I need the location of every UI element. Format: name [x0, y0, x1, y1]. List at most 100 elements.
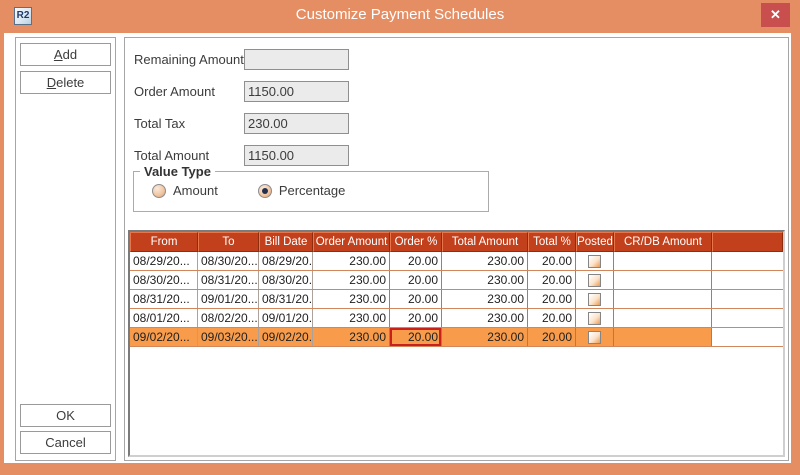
cell-order-amount[interactable]: 230.00 [313, 252, 390, 270]
cell-total-amount[interactable]: 230.00 [442, 252, 528, 270]
cell-filler [712, 290, 783, 308]
add-button[interactable]: Add [20, 43, 111, 66]
cell-from[interactable]: 08/31/20... [130, 290, 198, 308]
table-row[interactable]: 08/29/20...08/30/20...08/29/20...230.002… [130, 252, 783, 271]
posted-checkbox[interactable] [588, 254, 601, 268]
cell-to[interactable]: 08/02/20... [198, 309, 259, 327]
grid-header-row: From To Bill Date Order Amount Order % Total … [130, 232, 783, 252]
posted-checkbox[interactable] [588, 330, 601, 344]
cell-order-pct[interactable]: 20.00 [390, 309, 442, 327]
radio-amount[interactable]: Amount [152, 183, 218, 198]
remaining-amount-field[interactable] [244, 49, 349, 70]
value-type-legend: Value Type [140, 164, 215, 179]
radio-percentage-label: Percentage [278, 183, 346, 198]
cell-to[interactable]: 09/01/20... [198, 290, 259, 308]
cell-from[interactable]: 08/01/20... [130, 309, 198, 327]
cell-crdb-amount[interactable] [614, 309, 712, 327]
table-row[interactable]: 08/31/20...09/01/20...08/31/20...230.002… [130, 290, 783, 309]
order-amount-label: Order Amount [134, 84, 215, 99]
cell-order-amount[interactable]: 230.00 [313, 271, 390, 289]
delete-button[interactable]: Delete [20, 71, 111, 94]
radio-percentage-icon [257, 183, 272, 198]
ok-button[interactable]: OK [20, 404, 111, 427]
column-header-total-amount[interactable]: Total Amount [442, 232, 528, 252]
table-row[interactable]: 08/30/20...08/31/20...08/30/20...230.002… [130, 271, 783, 290]
cell-from[interactable]: 08/29/20... [130, 252, 198, 270]
cell-posted[interactable] [576, 328, 614, 346]
cell-order-amount[interactable]: 230.00 [313, 290, 390, 308]
cell-order-pct[interactable]: 20.00 [390, 271, 442, 289]
cell-bill-date[interactable]: 09/02/20... [259, 328, 313, 346]
radio-amount-icon [152, 183, 166, 198]
column-header-order-pct[interactable]: Order % [390, 232, 442, 252]
cell-order-pct[interactable]: 20.00 [390, 328, 442, 346]
cell-bill-date[interactable]: 08/30/20... [259, 271, 313, 289]
cell-crdb-amount[interactable] [614, 328, 712, 346]
posted-checkbox[interactable] [588, 292, 601, 306]
total-amount-field[interactable] [244, 145, 349, 166]
schedule-grid: From To Bill Date Order Amount Order % Total … [128, 230, 785, 457]
cell-from[interactable]: 09/02/20... [130, 328, 198, 346]
cell-posted[interactable] [576, 290, 614, 308]
column-header-from[interactable]: From [130, 232, 198, 252]
title-bar: R2 Customize Payment Schedules ✕ [0, 0, 800, 33]
total-amount-label: Total Amount [134, 148, 210, 163]
cell-posted[interactable] [576, 252, 614, 270]
cell-bill-date[interactable]: 09/01/20... [259, 309, 313, 327]
cell-filler [712, 328, 783, 346]
sidebar-panel: Add Delete OK Cancel [15, 37, 116, 461]
cell-bill-date[interactable]: 08/29/20... [259, 252, 313, 270]
app-logo-icon: R2 [14, 7, 32, 25]
cell-order-pct[interactable]: 20.00 [390, 290, 442, 308]
cell-crdb-amount[interactable] [614, 290, 712, 308]
radio-amount-label: Amount [173, 183, 218, 198]
total-tax-field[interactable] [244, 113, 349, 134]
window-title: Customize Payment Schedules [295, 6, 505, 23]
dialog-content: Add Delete OK Cancel Remaining Amount Or… [4, 33, 791, 463]
cell-to[interactable]: 08/30/20... [198, 252, 259, 270]
close-icon[interactable]: ✕ [761, 3, 790, 27]
cell-to[interactable]: 09/03/20... [198, 328, 259, 346]
order-amount-field[interactable] [244, 81, 349, 102]
cell-posted[interactable] [576, 271, 614, 289]
cell-total-pct[interactable]: 20.00 [528, 271, 576, 289]
cell-to[interactable]: 08/31/20... [198, 271, 259, 289]
cell-crdb-amount[interactable] [614, 271, 712, 289]
cell-total-pct[interactable]: 20.00 [528, 328, 576, 346]
value-type-options: Amount Percentage [152, 183, 345, 198]
cell-order-amount[interactable]: 230.00 [313, 309, 390, 327]
cell-total-pct[interactable]: 20.00 [528, 290, 576, 308]
cell-total-pct[interactable]: 20.00 [528, 309, 576, 327]
cell-filler [712, 309, 783, 327]
remaining-amount-label: Remaining Amount [134, 52, 244, 67]
cell-filler [712, 252, 783, 270]
column-header-posted[interactable]: Posted [576, 232, 614, 252]
table-row[interactable]: 09/02/20...09/03/20...09/02/20...230.002… [130, 328, 783, 347]
grid-body: 08/29/20...08/30/20...08/29/20...230.002… [130, 252, 783, 347]
radio-percentage[interactable]: Percentage [257, 183, 346, 198]
column-header-to[interactable]: To [198, 232, 259, 252]
column-header-total-pct[interactable]: Total % [528, 232, 576, 252]
cell-total-amount[interactable]: 230.00 [442, 328, 528, 346]
table-row[interactable]: 08/01/20...08/02/20...09/01/20...230.002… [130, 309, 783, 328]
posted-checkbox[interactable] [588, 273, 601, 287]
column-header-crdb-amount[interactable]: CR/DB Amount [614, 232, 712, 252]
cell-total-amount[interactable]: 230.00 [442, 309, 528, 327]
cell-posted[interactable] [576, 309, 614, 327]
cancel-button[interactable]: Cancel [20, 431, 111, 454]
column-header-bill-date[interactable]: Bill Date [259, 232, 313, 252]
cell-order-pct[interactable]: 20.00 [390, 252, 442, 270]
column-header-filler [712, 232, 783, 252]
cell-from[interactable]: 08/30/20... [130, 271, 198, 289]
cell-total-pct[interactable]: 20.00 [528, 252, 576, 270]
cell-bill-date[interactable]: 08/31/20... [259, 290, 313, 308]
cell-total-amount[interactable]: 230.00 [442, 271, 528, 289]
cell-order-amount[interactable]: 230.00 [313, 328, 390, 346]
column-header-order-amount[interactable]: Order Amount [313, 232, 390, 252]
posted-checkbox[interactable] [588, 311, 601, 325]
cell-total-amount[interactable]: 230.00 [442, 290, 528, 308]
total-tax-label: Total Tax [134, 116, 186, 131]
cell-filler [712, 271, 783, 289]
cell-crdb-amount[interactable] [614, 252, 712, 270]
